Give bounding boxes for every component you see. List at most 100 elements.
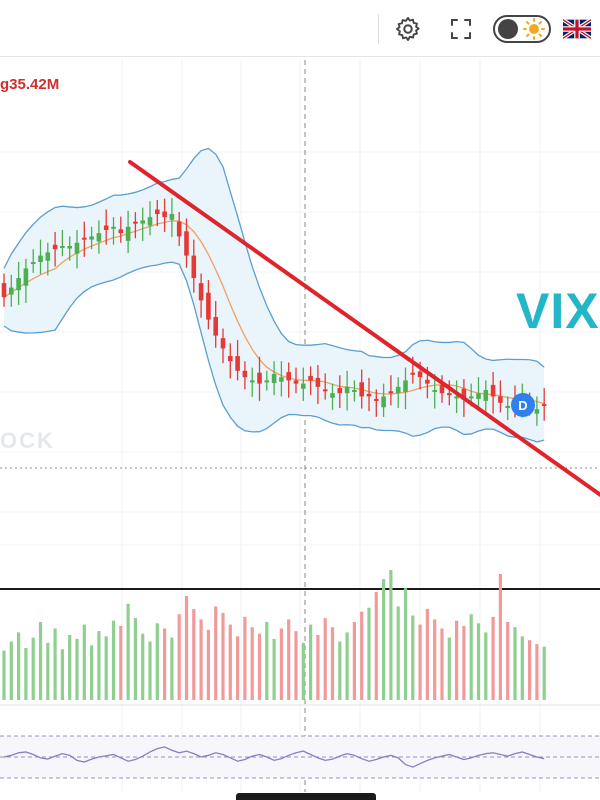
settings-button[interactable]	[391, 12, 425, 46]
volume-bar-9	[68, 635, 72, 700]
volume-label: g35.42M	[0, 76, 60, 93]
candle-body-37	[271, 374, 277, 383]
volume-bar-42	[309, 624, 313, 700]
volume-bar-5	[38, 622, 43, 700]
candle-body-19	[140, 220, 145, 224]
volume-bar-8	[60, 649, 64, 700]
candle-body-28	[206, 292, 211, 320]
candle-body-49	[359, 382, 364, 397]
volume-bar-39	[287, 619, 291, 700]
candle-body-38	[279, 377, 284, 382]
candle-body-41	[301, 383, 306, 389]
toolbar-separator	[378, 14, 379, 44]
candle-body-34	[249, 380, 255, 383]
candle-body-15	[111, 226, 116, 229]
candle-body-5	[38, 255, 43, 262]
volume-bar-17	[126, 603, 130, 700]
candle-body-3	[23, 268, 29, 286]
candle-body-48	[352, 390, 357, 392]
candle-body-51	[374, 398, 379, 401]
volume-bar-34	[250, 627, 254, 700]
volume-bar-51	[374, 592, 378, 700]
candle-body-39	[286, 372, 291, 381]
volume-bar-74	[542, 646, 546, 700]
volume-bar-57	[418, 624, 422, 700]
uk-flag-icon	[563, 19, 591, 39]
watermark-brand: OCK	[0, 428, 55, 453]
gear-icon	[395, 16, 420, 42]
volume-bar-1	[9, 641, 13, 700]
bollinger-lower	[3, 261, 545, 443]
candle-body-25	[184, 231, 189, 256]
candle-body-7	[52, 244, 58, 250]
candle-body-55	[403, 380, 408, 392]
candle-body-53	[388, 391, 394, 394]
volume-bar-19	[141, 633, 145, 700]
volume-bar-28	[206, 629, 210, 700]
volume-bar-2	[17, 632, 21, 700]
volume-bar-31	[228, 624, 232, 700]
candle-body-11	[82, 237, 87, 240]
language-button[interactable]	[562, 12, 592, 46]
volume-bar-16	[119, 625, 123, 700]
candle-body-58	[425, 379, 430, 384]
volume-bar-38	[279, 628, 283, 700]
volume-bar-11	[82, 624, 86, 700]
volume-bar-24	[177, 614, 181, 700]
chart-canvas[interactable]	[0, 56, 600, 793]
candle-body-18	[133, 221, 138, 224]
volume-bar-73	[535, 644, 539, 700]
volume-bar-63	[462, 625, 466, 700]
candle-body-66	[483, 390, 489, 401]
candle-body-57	[417, 371, 423, 378]
candle-body-2	[16, 278, 21, 291]
candle-body-43	[315, 377, 321, 387]
candle-body-54	[395, 386, 401, 394]
fullscreen-icon	[451, 19, 471, 39]
candle-body-16	[118, 229, 124, 234]
candle-body-17	[125, 226, 131, 241]
sun-toggle-icon	[493, 15, 551, 43]
candle-body-65	[476, 393, 481, 399]
candle-body-31	[228, 356, 233, 362]
volume-bar-47	[345, 632, 349, 700]
theme-toggle[interactable]	[492, 12, 552, 46]
bollinger-upper	[3, 147, 545, 368]
volume-bar-23	[170, 637, 174, 700]
candle-body-62	[454, 396, 459, 399]
volume-bar-18	[133, 618, 137, 700]
volume-bar-46	[338, 641, 342, 700]
candle-body-52	[381, 396, 386, 408]
volume-bar-68	[498, 573, 502, 700]
candle-body-61	[447, 393, 452, 396]
volume-bar-27	[199, 619, 203, 700]
volume-bar-36	[265, 622, 269, 700]
volume-bar-41	[301, 642, 305, 700]
volume-bar-20	[148, 641, 152, 700]
fullscreen-button[interactable]	[444, 12, 478, 46]
volume-bar-66	[484, 632, 488, 700]
volume-bar-15	[111, 620, 116, 700]
candle-body-30	[220, 338, 226, 349]
volume-bar-30	[221, 612, 225, 700]
volume-bar-3	[24, 648, 28, 700]
candle-body-20	[147, 217, 153, 226]
volume-bar-29	[214, 606, 218, 700]
dividend-badge[interactable]: D	[511, 393, 535, 417]
volume-bar-43	[316, 635, 320, 700]
candle-body-63	[461, 388, 467, 400]
candle-body-14	[103, 225, 109, 230]
volume-bar-64	[469, 614, 473, 700]
volume-bar-21	[155, 623, 159, 700]
volume-bar-65	[476, 623, 481, 700]
trendline	[128, 160, 600, 498]
volume-bar-25	[184, 596, 189, 700]
candle-body-13	[96, 233, 102, 242]
candle-body-45	[330, 393, 335, 398]
volume-bar-12	[90, 645, 94, 700]
candle-body-47	[344, 386, 350, 394]
candle-body-59	[432, 390, 437, 392]
volume-bar-40	[294, 631, 298, 700]
candle-body-46	[337, 388, 343, 394]
rsi-band-fill	[0, 736, 600, 778]
